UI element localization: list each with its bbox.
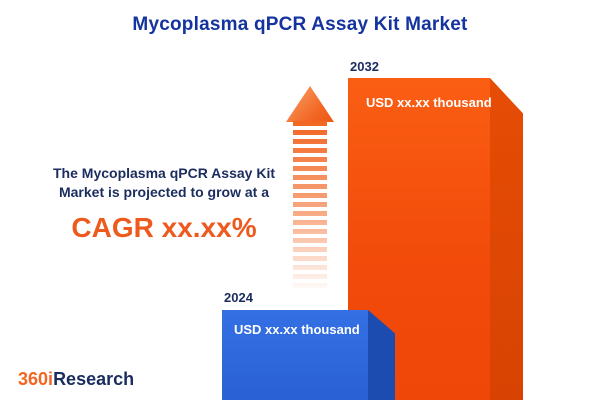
bar-2024-value-label: USD xx.xx thousand xyxy=(234,322,360,337)
bar-2024-year-label: 2024 xyxy=(224,290,253,305)
page-title: Mycoplasma qPCR Assay Kit Market xyxy=(132,14,468,35)
brand-logo: 360iResearch xyxy=(18,369,134,390)
bar-2032-year-label: 2032 xyxy=(350,59,379,74)
bar-2032-value-label: USD xx.xx thousand xyxy=(366,95,492,110)
description-block: The Mycoplasma qPCR Assay Kit Market is … xyxy=(36,164,292,247)
description-line-1: The Mycoplasma qPCR Assay Kit xyxy=(53,165,275,181)
bar-2032-side-face xyxy=(490,78,523,400)
growth-arrow-dashed-shaft xyxy=(293,121,327,289)
growth-arrow xyxy=(286,86,334,289)
logo-part-360: 360 xyxy=(18,369,49,389)
bar-2024-front-face xyxy=(222,310,368,400)
description-line-2: Market is projected to grow at a xyxy=(58,183,270,200)
growth-arrow-head-icon xyxy=(286,86,334,122)
logo-part-research: Research xyxy=(53,369,135,389)
cagr-value: CAGR xx.xx% xyxy=(71,211,257,243)
logo-part-i: i xyxy=(48,369,54,389)
